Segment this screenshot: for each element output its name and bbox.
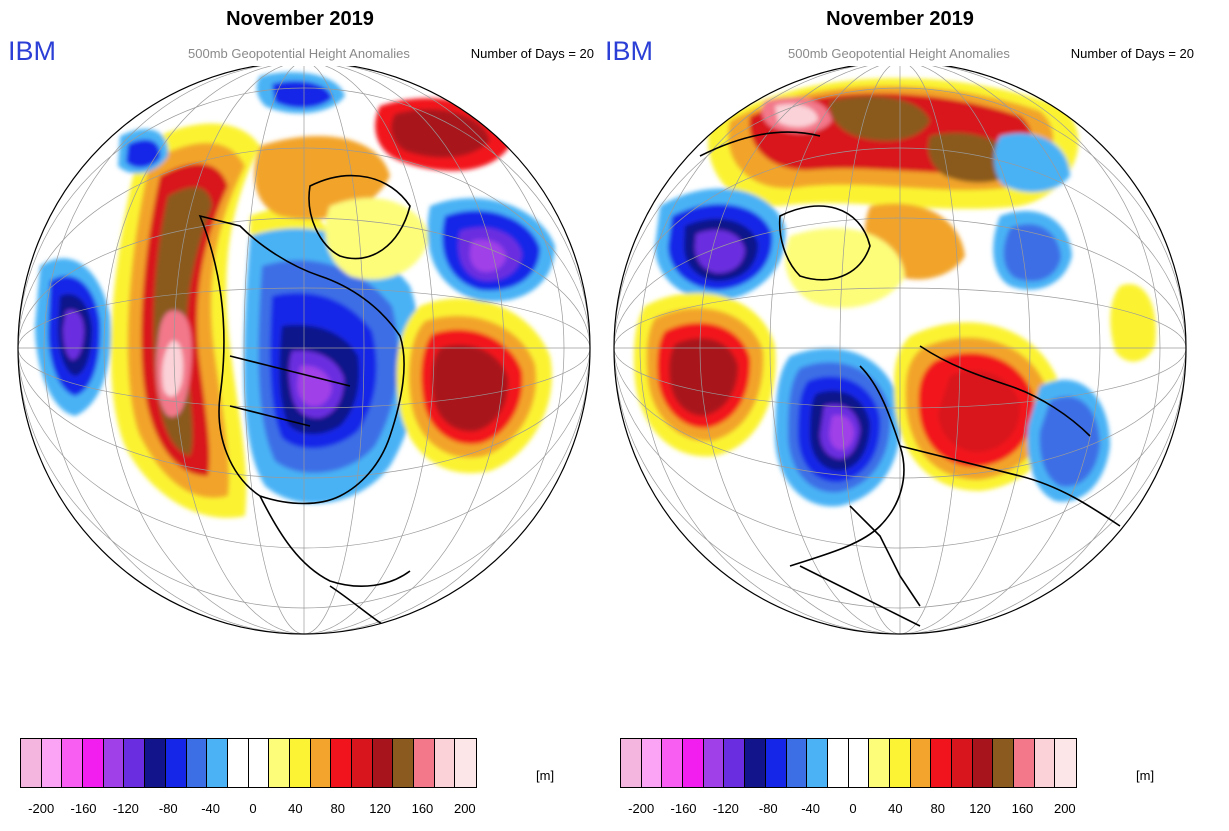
colorbar-swatch (352, 739, 373, 787)
colorbar-tick-label: -160 (670, 801, 697, 816)
colorbar-unit: [m] (536, 768, 555, 783)
colorbar-swatch (434, 739, 456, 787)
colorbar-tick-label: -120 (112, 801, 139, 816)
colorbar-swatch (207, 739, 228, 787)
colorbar-swatch (103, 739, 125, 787)
colorbar-swatch (993, 739, 1015, 787)
colorbar-swatch (848, 739, 870, 787)
colorbar-swatch (372, 739, 394, 787)
colorbar-tick-label: -80 (158, 801, 178, 816)
colorbar-swatch (621, 739, 642, 787)
colorbar-tick-label: -120 (712, 801, 739, 816)
colorbar-swatch (889, 739, 911, 787)
map-subtitle: 500mb Geopotential Height Anomalies (188, 46, 410, 61)
days-count: Number of Days = 20 (1070, 46, 1194, 61)
colorbar-tick-label: 160 (1011, 801, 1034, 816)
colorbar-swatch (248, 739, 270, 787)
colorbar-tick-label: 120 (969, 801, 991, 816)
colorbar-tick-label: 200 (453, 801, 476, 816)
colorbar-tick-label: 200 (1053, 801, 1076, 816)
map-panel-left: November 2019 IBM 500mb Geopotential Hei… (0, 0, 600, 831)
colorbar-swatch (186, 739, 208, 787)
globe-north-america (17, 66, 591, 635)
colorbar-swatch (414, 739, 435, 787)
anomaly-field (35, 72, 555, 518)
colorbar-swatch (269, 739, 290, 787)
colorbar-tick-label: -80 (758, 801, 778, 816)
days-count: Number of Days = 20 (470, 46, 594, 61)
brand-logo: IBM (605, 36, 654, 66)
coastlines (699, 131, 1121, 627)
colorbar-swatch (703, 739, 725, 787)
colorbar-swatch (724, 739, 746, 787)
colorbar-swatch (765, 739, 787, 787)
colorbar-unit: [m] (1136, 768, 1155, 783)
map-title: November 2019 (226, 8, 374, 30)
colorbar-tick-label: 0 (249, 801, 257, 816)
map-panel-right: November 2019 IBM 500mb Geopotential Hei… (600, 0, 1200, 831)
colorbar-swatch (21, 739, 42, 787)
colorbar (20, 738, 478, 788)
colorbar-swatch (145, 739, 166, 787)
colorbar-swatch (165, 739, 187, 787)
map-subtitle: 500mb Geopotential Height Anomalies (788, 46, 1010, 61)
colorbar-swatch (62, 739, 84, 787)
colorbar-swatch (83, 739, 104, 787)
globe-outline (613, 66, 1187, 635)
colorbar-tick-label: 40 (288, 801, 303, 816)
colorbar (620, 738, 1078, 788)
colorbar-swatch (745, 739, 766, 787)
colorbar-swatch (786, 739, 808, 787)
colorbar-ticks: -200 -160 -120 -80 -40 0 40 80 120 160 200 (20, 801, 486, 821)
colorbar-swatch (41, 739, 63, 787)
colorbar-swatch (455, 739, 477, 787)
colorbar-swatch (289, 739, 311, 787)
graticule (18, 66, 590, 634)
colorbar-tick-label: -40 (801, 801, 821, 816)
graticule (614, 66, 1186, 634)
colorbar-swatch (827, 739, 849, 787)
colorbar-tick-label: -160 (70, 801, 97, 816)
colorbar-swatch (662, 739, 684, 787)
colorbar-swatch (331, 739, 352, 787)
colorbar-tick-label: 80 (330, 801, 345, 816)
colorbar-tick-label: 0 (849, 801, 857, 816)
coastlines (198, 174, 411, 634)
colorbar-swatch (1034, 739, 1056, 787)
colorbar-tick-label: 80 (930, 801, 945, 816)
colorbar-tick-label: 120 (369, 801, 391, 816)
globe-europe-asia (613, 66, 1187, 635)
colorbar-swatch (124, 739, 146, 787)
colorbar-swatch (807, 739, 828, 787)
colorbar-swatch (972, 739, 994, 787)
colorbar-swatch (931, 739, 952, 787)
colorbar-swatch (683, 739, 704, 787)
colorbar-swatch (310, 739, 332, 787)
colorbar-tick-label: 160 (411, 801, 434, 816)
brand-logo: IBM (8, 36, 57, 66)
colorbar-ticks: -200 -160 -120 -80 -40 0 40 80 120 160 200 (620, 801, 1086, 821)
globe-outline (17, 66, 591, 635)
colorbar-tick-label: -40 (201, 801, 221, 816)
colorbar-swatch (1014, 739, 1035, 787)
colorbar-swatch (393, 739, 415, 787)
colorbar-swatch (952, 739, 973, 787)
colorbar-tick-label: -200 (628, 801, 655, 816)
colorbar-swatch (910, 739, 932, 787)
map-title: November 2019 (826, 8, 974, 30)
colorbar-swatch (641, 739, 663, 787)
anomaly-field (633, 78, 1156, 507)
colorbar-swatch (227, 739, 249, 787)
colorbar-tick-label: 40 (888, 801, 903, 816)
colorbar-tick-label: -200 (28, 801, 55, 816)
colorbar-swatch (869, 739, 890, 787)
colorbar-swatch (1055, 739, 1077, 787)
